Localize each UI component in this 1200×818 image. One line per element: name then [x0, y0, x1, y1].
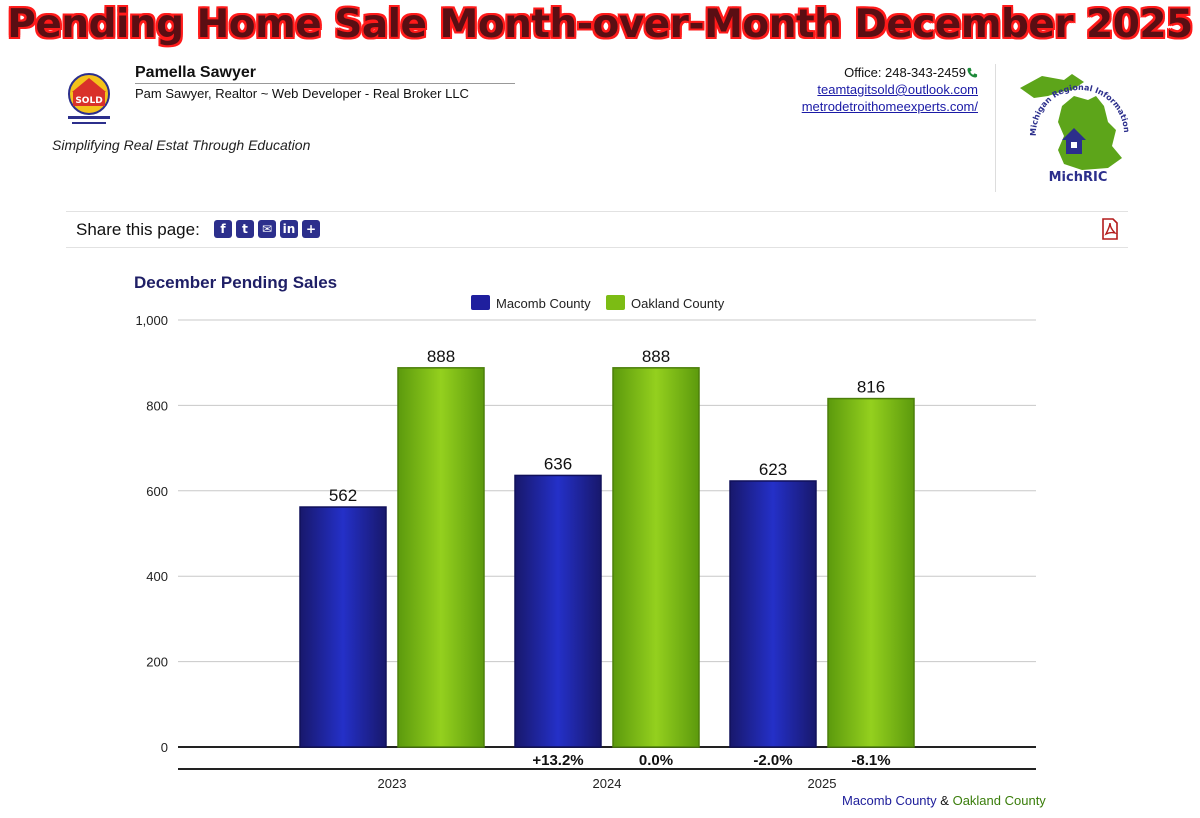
- share-icons: f t ✉ in +: [214, 220, 320, 238]
- share-bar: Share this page: f t ✉ in +: [66, 211, 1128, 248]
- caption-amp: &: [940, 793, 949, 808]
- bar-oakland-2023: [397, 367, 485, 748]
- agent-name: Pamella Sawyer: [135, 64, 256, 81]
- value-label-oakland-2025: 816: [857, 378, 885, 397]
- y-tick-label: 1,000: [135, 313, 168, 328]
- partner-name: MichRIC: [1049, 170, 1108, 185]
- chart-legend: Macomb County Oakland County: [471, 295, 725, 311]
- agent-subtitle: Pam Sawyer, Realtor ~ Web Developer - Re…: [135, 86, 469, 101]
- value-label-macomb-2023: 562: [329, 486, 357, 505]
- bar-oakland-2024: [612, 367, 700, 748]
- bar-macomb-2024: [514, 474, 602, 748]
- michric-logo: Michigan Regional Information Center Mic…: [1012, 66, 1131, 185]
- pending-sales-chart: December Pending Sales Macomb County Oak…: [134, 273, 1036, 790]
- pdf-icon[interactable]: [1100, 218, 1120, 240]
- value-label-macomb-2025: 623: [759, 460, 787, 479]
- agent-divider: [135, 83, 515, 84]
- caption-oakland: Oakland County: [952, 793, 1046, 808]
- bar-oakland-2025: [827, 397, 915, 748]
- legend-swatch-oakland: [606, 295, 625, 310]
- y-tick-label: 800: [146, 398, 168, 413]
- y-tick-label: 400: [146, 569, 168, 584]
- y-tick-label: 200: [146, 655, 168, 670]
- header-divider: [995, 64, 996, 192]
- sold-logo: SOLD: [68, 73, 110, 124]
- facebook-icon[interactable]: f: [214, 220, 232, 238]
- legend-label-macomb: Macomb County: [496, 296, 591, 311]
- contact-block: Office: 248-343-2459 teamtagitsold@outlo…: [802, 64, 978, 115]
- bar-macomb-2023: [299, 506, 387, 748]
- series-caption: Macomb County & Oakland County: [842, 793, 1046, 808]
- page-title: Pending Home Sale Month-over-Month Decem…: [7, 2, 1193, 47]
- phone-icon: [967, 67, 978, 78]
- chart-title: December Pending Sales: [134, 273, 337, 292]
- y-tick-label: 0: [161, 740, 168, 755]
- bar-macomb-2025: [729, 480, 817, 748]
- change-label-macomb-2024: +13.2%: [532, 752, 583, 769]
- office-phone-text: Office: 248-343-2459: [844, 65, 966, 80]
- x-tick-label: 2024: [593, 776, 622, 790]
- plus-icon[interactable]: +: [302, 220, 320, 238]
- office-phone: Office: 248-343-2459: [802, 64, 978, 81]
- value-label-oakland-2024: 888: [642, 347, 670, 366]
- twitter-icon[interactable]: t: [236, 220, 254, 238]
- bars: [299, 367, 915, 748]
- data-labels: 562 888 636 +13.2% 888 0.0% 623 -2.0% 816 -8.1% 20…: [329, 347, 891, 790]
- legend-label-oakland: Oakland County: [631, 296, 725, 311]
- legend-swatch-macomb: [471, 295, 490, 310]
- value-label-oakland-2023: 888: [427, 347, 455, 366]
- change-label-oakland-2025: -8.1%: [851, 752, 890, 769]
- x-tick-label: 2025: [808, 776, 837, 790]
- website-link[interactable]: metrodetroithomeexperts.com/: [801, 99, 978, 114]
- value-label-macomb-2024: 636: [544, 454, 572, 473]
- y-tick-label: 600: [146, 484, 168, 499]
- change-label-macomb-2025: -2.0%: [753, 752, 792, 769]
- linkedin-icon[interactable]: in: [280, 220, 298, 238]
- email-icon[interactable]: ✉: [258, 220, 276, 238]
- caption-macomb: Macomb County: [842, 793, 937, 808]
- share-label: Share this page:: [76, 220, 200, 239]
- email-link[interactable]: teamtagitsold@outlook.com: [817, 82, 978, 97]
- change-label-oakland-2024: 0.0%: [639, 752, 673, 769]
- agent-tagline: Simplifying Real Estat Through Education: [52, 137, 311, 153]
- x-tick-label: 2023: [378, 776, 407, 790]
- logo-sold-text: SOLD: [75, 96, 102, 106]
